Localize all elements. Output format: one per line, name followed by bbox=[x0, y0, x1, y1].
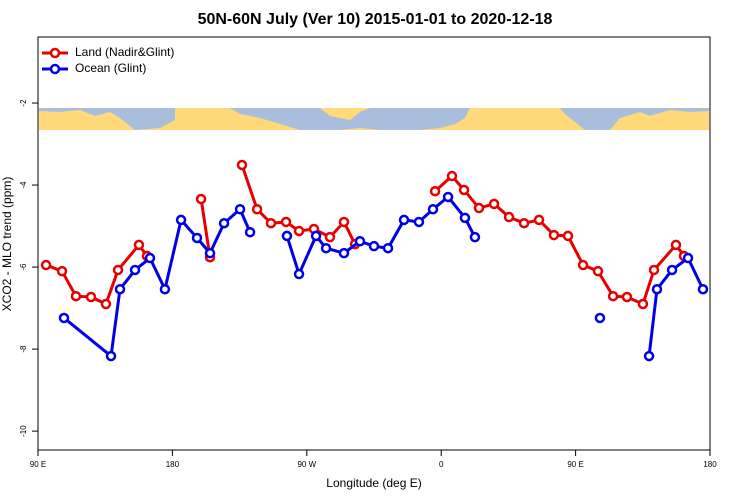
map-water bbox=[560, 108, 709, 130]
point bbox=[354, 235, 366, 247]
point bbox=[195, 193, 207, 205]
legend-marker bbox=[49, 63, 61, 75]
point bbox=[324, 231, 336, 243]
point bbox=[577, 259, 589, 271]
point bbox=[442, 191, 454, 203]
point bbox=[469, 231, 481, 243]
point bbox=[666, 264, 678, 276]
point bbox=[234, 204, 246, 215]
x-tick-label: 180 bbox=[166, 460, 180, 469]
point bbox=[293, 268, 305, 280]
point bbox=[265, 217, 277, 229]
point bbox=[218, 217, 230, 229]
point bbox=[398, 214, 410, 226]
point bbox=[607, 290, 619, 302]
point bbox=[204, 247, 216, 259]
point bbox=[236, 159, 248, 171]
point bbox=[458, 184, 470, 196]
point bbox=[293, 225, 305, 237]
series-line bbox=[45, 164, 686, 306]
point bbox=[159, 283, 171, 295]
point bbox=[592, 265, 604, 277]
point bbox=[697, 283, 709, 295]
point bbox=[648, 264, 660, 276]
y-tick-label: -8 bbox=[19, 345, 28, 353]
point bbox=[643, 350, 655, 362]
y-tick-label: -2 bbox=[19, 99, 28, 107]
point bbox=[175, 214, 187, 226]
map-water bbox=[39, 108, 175, 130]
point bbox=[105, 350, 117, 362]
chart-title: 50N-60N July (Ver 10) 2015-01-01 to 2020… bbox=[198, 11, 553, 28]
point bbox=[518, 217, 530, 229]
point bbox=[621, 291, 633, 303]
point bbox=[459, 212, 471, 224]
point bbox=[338, 216, 350, 228]
point bbox=[191, 232, 203, 244]
point bbox=[320, 242, 332, 254]
point bbox=[368, 240, 380, 252]
point bbox=[488, 198, 500, 210]
point bbox=[40, 259, 52, 271]
point bbox=[280, 216, 292, 228]
legend-marker bbox=[49, 47, 61, 59]
point bbox=[85, 291, 97, 303]
point bbox=[473, 202, 485, 214]
legend-label: Ocean (Glint) bbox=[75, 61, 146, 75]
point bbox=[670, 239, 682, 251]
point bbox=[427, 204, 439, 215]
point bbox=[244, 226, 256, 238]
point bbox=[112, 264, 124, 276]
series-line bbox=[63, 195, 705, 358]
point bbox=[56, 265, 68, 277]
y-tick-label: -4 bbox=[19, 181, 28, 189]
point bbox=[651, 283, 663, 295]
point bbox=[446, 170, 458, 182]
y-axis-label: XCO2 - MLO trend (ppm) bbox=[0, 177, 14, 312]
point bbox=[281, 230, 293, 242]
y-tick-label: -6 bbox=[19, 263, 28, 271]
point bbox=[144, 252, 156, 264]
point bbox=[100, 298, 112, 310]
x-tick-label: 90 E bbox=[567, 460, 583, 469]
map-strip bbox=[39, 108, 709, 130]
y-tick-label: -10 bbox=[19, 425, 28, 437]
point bbox=[133, 239, 145, 251]
point bbox=[70, 290, 82, 302]
point bbox=[503, 211, 515, 223]
point bbox=[429, 185, 441, 197]
point bbox=[310, 230, 322, 242]
x-tick-label: 180 bbox=[703, 460, 717, 469]
x-tick-label: 90 W bbox=[297, 460, 316, 469]
plot-frame bbox=[37, 36, 711, 451]
x-axis-label: Longitude (deg E) bbox=[326, 476, 421, 490]
legend: Land (Nadir&Glint) Ocean (Glint) bbox=[42, 45, 174, 75]
point bbox=[114, 283, 126, 295]
legend-label: Land (Nadir&Glint) bbox=[75, 45, 174, 59]
point bbox=[533, 214, 545, 226]
point bbox=[562, 230, 574, 242]
point bbox=[129, 264, 141, 276]
point bbox=[58, 312, 70, 324]
point bbox=[338, 247, 350, 259]
x-tick-label: 90 E bbox=[30, 460, 46, 469]
point bbox=[682, 252, 694, 264]
point bbox=[251, 204, 263, 215]
point bbox=[413, 216, 425, 228]
point bbox=[382, 242, 394, 254]
point bbox=[637, 298, 649, 310]
point bbox=[594, 312, 606, 324]
x-tick-label: 0 bbox=[439, 460, 444, 469]
point bbox=[548, 229, 560, 241]
map-water bbox=[230, 108, 470, 130]
